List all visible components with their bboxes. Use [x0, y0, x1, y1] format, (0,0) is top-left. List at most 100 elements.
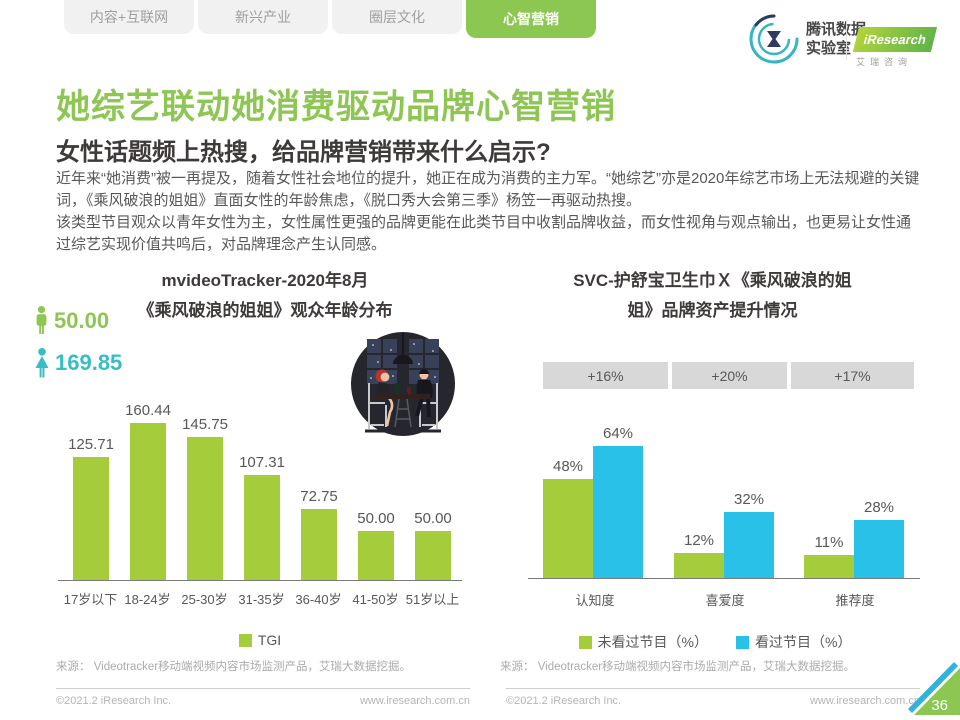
- stat-male-tgi: 50.00: [34, 306, 109, 335]
- tab-content-internet[interactable]: 内容+互联网: [64, 0, 194, 34]
- bar-value-label: 32%: [733, 491, 765, 508]
- right-chart-legend: 未看过节目（%） 看过节目（%）: [510, 632, 920, 652]
- body-text: 近年来“她消费”被一再提及，随着女性社会地位的提升，她正在成为消费的主力军。“她…: [56, 168, 920, 256]
- legend-label: 未看过节目（%）: [597, 634, 708, 650]
- legend-swatch-green: [578, 635, 592, 649]
- uplift-badge: +20%: [672, 362, 787, 389]
- scene-illustration-image: [349, 331, 457, 458]
- tgi-bar: [187, 437, 223, 580]
- not-watched-bar: [674, 553, 724, 578]
- bar-col: 160.44: [125, 402, 171, 580]
- tgi-bar: [415, 531, 451, 580]
- category-label: 36-40岁: [295, 592, 342, 607]
- bar-value-label: 50.00: [414, 510, 452, 527]
- bar-col: 50.00: [357, 510, 395, 580]
- copyright-text: ©2021.2 iResearch Inc.: [56, 695, 172, 707]
- legend-item-watched: 看过节目（%）: [736, 632, 851, 652]
- website-url: www.iresearch.com.cn: [359, 695, 470, 707]
- not-watched-bar: [804, 555, 854, 578]
- category-label: 认知度: [575, 593, 615, 608]
- left-x-axis: [58, 580, 462, 581]
- bar-col: 32%: [724, 491, 774, 578]
- bar-value-label: 72.75: [300, 488, 338, 505]
- right-category-labels: 认知度 喜爱度 推荐度: [530, 590, 920, 609]
- bar-value-label: 48%: [552, 458, 584, 475]
- copyright-text: ©2021.2 iResearch Inc.: [506, 695, 622, 707]
- left-chart-legend: TGI: [60, 632, 460, 648]
- iresearch-logo-subtitle: 艾瑞咨询: [856, 57, 913, 67]
- bar-value-label: 11%: [814, 534, 844, 551]
- bar-col: 125.71: [68, 436, 114, 580]
- footer-left: ©2021.2 iResearch Inc. www.iresearch.com…: [56, 688, 470, 707]
- legend-label: TGI: [257, 632, 282, 648]
- tab-mind-marketing-active[interactable]: 心智营销: [466, 0, 596, 38]
- brand-asset-group-awareness: 48% 64%: [543, 425, 643, 578]
- page-number: 36: [931, 697, 948, 714]
- paragraph-1: 近年来“她消费”被一再提及，随着女性社会地位的提升，她正在成为消费的主力军。“她…: [56, 170, 920, 209]
- brand-asset-group-favorability: 12% 32%: [674, 491, 774, 578]
- age-distribution-bar-series: 125.71 160.44 145.75 107.31 72.75 50.00 …: [68, 402, 452, 580]
- tgi-bar: [130, 423, 166, 580]
- bar-col: 48%: [543, 458, 593, 578]
- bar-value-label: 125.71: [68, 436, 114, 453]
- paragraph-2: 该类型节目观众以青年女性为主，女性属性更强的品牌更能在此类节目中收割品牌收益，而…: [56, 214, 912, 253]
- bar-value-label: 160.44: [125, 402, 171, 419]
- page-title: 她综艺联动她消费驱动品牌心智营销: [56, 87, 616, 126]
- category-label: 18-24岁: [124, 592, 171, 607]
- tgi-bar: [244, 475, 280, 580]
- bar-value-label: 28%: [863, 499, 895, 516]
- legend-item-not-watched: 未看过节目（%）: [578, 632, 708, 652]
- uplift-badge: +16%: [543, 362, 668, 389]
- male-figure-icon: [36, 306, 47, 334]
- tgi-bar: [358, 531, 394, 580]
- stat-male-value: 50.00: [54, 307, 110, 333]
- left-chart-source: 来源： Videotracker移动端视频内容市场监测产品，艾瑞大数据挖掘。: [56, 661, 412, 673]
- category-label: 推荐度: [835, 593, 875, 608]
- category-label: 51岁以上: [405, 592, 460, 607]
- stat-female-tgi: 169.85: [34, 348, 122, 378]
- category-label: 31-35岁: [238, 592, 285, 607]
- legend-swatch-blue: [736, 635, 749, 649]
- bar-col: 50.00: [414, 510, 452, 580]
- bar-col: 107.31: [239, 454, 285, 580]
- uplift-labels-row: +16% +20% +17%: [543, 362, 914, 389]
- category-label: 41-50岁: [352, 592, 399, 607]
- tab-emerging-industry[interactable]: 新兴产业: [198, 0, 328, 34]
- brand-asset-group-recommendation: 11% 28%: [804, 499, 904, 578]
- tencent-data-lab-logo-icon: [747, 12, 801, 71]
- page-subtitle: 女性话题频上热搜，给品牌营销带来什么启示?: [56, 138, 551, 166]
- watched-bar: [593, 446, 643, 578]
- legend-item-tgi: TGI: [238, 632, 282, 648]
- right-x-axis: [528, 578, 920, 579]
- bar-value-label: 107.31: [239, 454, 285, 471]
- right-chart-source: 来源： Videotracker移动端视频内容市场监测产品，艾瑞大数据挖掘。: [500, 661, 856, 673]
- legend-label: 看过节目（%）: [755, 634, 852, 650]
- category-label: 喜爱度: [705, 593, 745, 608]
- website-url: www.iresearch.com.cn: [809, 695, 920, 707]
- top-tab-bar: 内容+互联网 新兴产业 圈层文化 心智营销: [64, 0, 596, 38]
- legend-swatch-green: [238, 633, 252, 647]
- watched-bar: [854, 520, 904, 578]
- bar-value-label: 12%: [683, 532, 715, 549]
- page-corner-wedge: 36: [900, 660, 960, 720]
- bar-value-label: 145.75: [182, 416, 228, 433]
- tab-circle-culture[interactable]: 圈层文化: [332, 0, 462, 34]
- bar-col: 145.75: [182, 416, 228, 580]
- watched-bar: [724, 512, 774, 578]
- tgi-bar: [301, 509, 337, 580]
- bar-col: 64%: [593, 425, 643, 578]
- category-label: 17岁以下: [63, 592, 118, 607]
- uplift-badge: +17%: [791, 362, 914, 389]
- iresearch-logo: iResearch: [852, 27, 938, 52]
- bar-col: 11%: [804, 534, 854, 578]
- bar-value-label: 64%: [602, 425, 634, 442]
- tgi-bar: [73, 457, 109, 580]
- bar-col: 72.75: [300, 488, 338, 580]
- bar-col: 12%: [674, 532, 724, 578]
- bar-col: 28%: [854, 499, 904, 578]
- female-figure-icon: [35, 348, 49, 378]
- left-category-labels: 17岁以下 18-24岁 25-30岁 31-35岁 36-40岁 41-50岁…: [62, 589, 461, 608]
- right-chart-title: SVC-护舒宝卫生巾Ｘ《乘风破浪的姐 姐》品牌资产提升情况: [573, 271, 852, 320]
- bar-value-label: 50.00: [357, 510, 395, 527]
- not-watched-bar: [543, 479, 593, 578]
